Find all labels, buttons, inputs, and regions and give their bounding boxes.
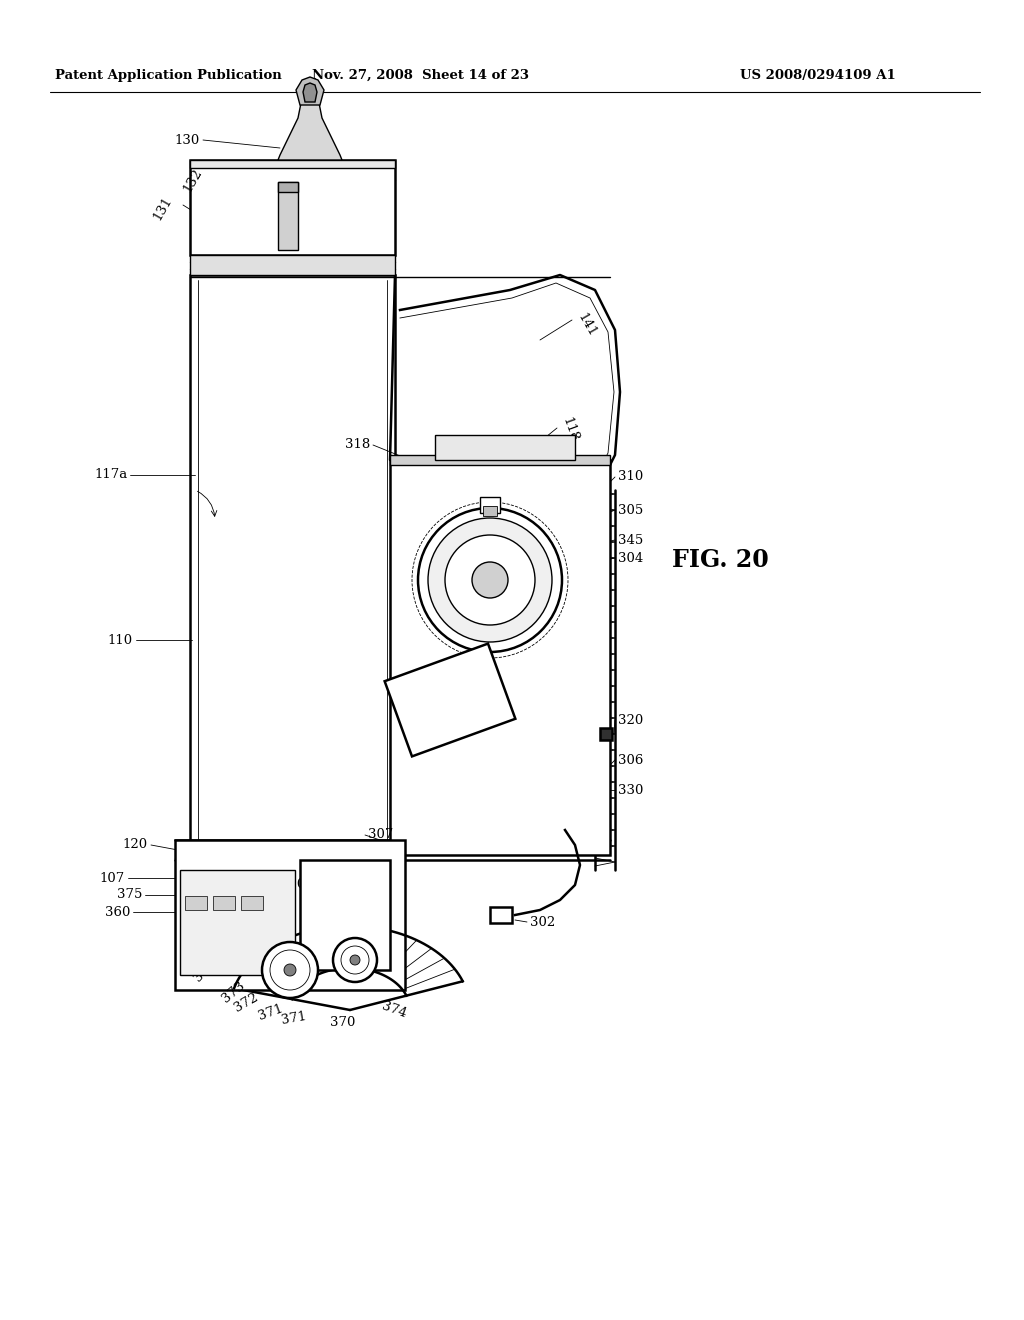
Text: 310: 310 bbox=[618, 470, 643, 483]
Bar bbox=[390, 459, 610, 855]
Bar bbox=[175, 840, 406, 990]
Circle shape bbox=[445, 535, 535, 624]
Circle shape bbox=[418, 508, 562, 652]
Text: 373: 373 bbox=[219, 979, 247, 1005]
Text: 130: 130 bbox=[175, 133, 200, 147]
Polygon shape bbox=[303, 83, 317, 102]
Bar bbox=[435, 436, 575, 459]
Bar bbox=[278, 182, 298, 191]
Bar bbox=[213, 896, 234, 909]
Text: US 2008/0294109 A1: US 2008/0294109 A1 bbox=[740, 69, 896, 82]
Circle shape bbox=[341, 946, 369, 974]
Bar bbox=[190, 255, 395, 275]
Text: 141: 141 bbox=[575, 312, 599, 339]
Bar bbox=[300, 861, 390, 970]
Text: Nov. 27, 2008  Sheet 14 of 23: Nov. 27, 2008 Sheet 14 of 23 bbox=[311, 69, 528, 82]
Text: 372: 372 bbox=[231, 991, 260, 1015]
Bar bbox=[190, 160, 395, 255]
Polygon shape bbox=[278, 98, 342, 160]
Text: FIG. 20: FIG. 20 bbox=[672, 548, 768, 572]
Text: 131: 131 bbox=[152, 194, 175, 222]
Text: 371: 371 bbox=[281, 1010, 308, 1027]
Circle shape bbox=[284, 964, 296, 975]
Text: 374: 374 bbox=[380, 999, 409, 1020]
Circle shape bbox=[428, 517, 552, 642]
Bar bbox=[190, 275, 395, 855]
Text: 371: 371 bbox=[257, 1002, 285, 1023]
Text: 372: 372 bbox=[191, 956, 218, 983]
Circle shape bbox=[333, 939, 377, 982]
Text: 370: 370 bbox=[330, 1015, 355, 1028]
Text: 345: 345 bbox=[618, 533, 643, 546]
Text: 375: 375 bbox=[117, 888, 142, 902]
Text: 107: 107 bbox=[99, 871, 125, 884]
Text: Patent Application Publication: Patent Application Publication bbox=[55, 69, 282, 82]
Text: 307: 307 bbox=[368, 829, 393, 842]
Text: 117a: 117a bbox=[95, 469, 128, 482]
Text: 118: 118 bbox=[560, 416, 581, 444]
Bar bbox=[480, 498, 500, 513]
Bar bbox=[490, 907, 512, 923]
Text: 350: 350 bbox=[280, 879, 305, 891]
Circle shape bbox=[472, 562, 508, 598]
Circle shape bbox=[262, 942, 318, 998]
Circle shape bbox=[350, 954, 360, 965]
Polygon shape bbox=[296, 77, 324, 106]
Text: 302: 302 bbox=[530, 916, 555, 928]
Text: 120: 120 bbox=[123, 838, 148, 851]
Bar bbox=[278, 182, 298, 249]
Circle shape bbox=[270, 950, 310, 990]
Bar bbox=[180, 870, 295, 975]
Bar bbox=[190, 160, 395, 168]
Bar bbox=[483, 506, 497, 516]
Bar bbox=[600, 729, 612, 741]
Text: 306: 306 bbox=[618, 754, 643, 767]
Text: 110: 110 bbox=[108, 634, 133, 647]
Text: 132: 132 bbox=[181, 166, 205, 194]
Bar bbox=[241, 896, 263, 909]
Polygon shape bbox=[385, 644, 515, 756]
Bar bbox=[390, 455, 610, 465]
Text: 320: 320 bbox=[618, 714, 643, 726]
Text: 318: 318 bbox=[345, 438, 370, 451]
Text: 330: 330 bbox=[618, 784, 643, 796]
Text: 304: 304 bbox=[618, 552, 643, 565]
Text: 360: 360 bbox=[104, 906, 130, 919]
Bar bbox=[185, 896, 207, 909]
Text: 305: 305 bbox=[618, 503, 643, 516]
